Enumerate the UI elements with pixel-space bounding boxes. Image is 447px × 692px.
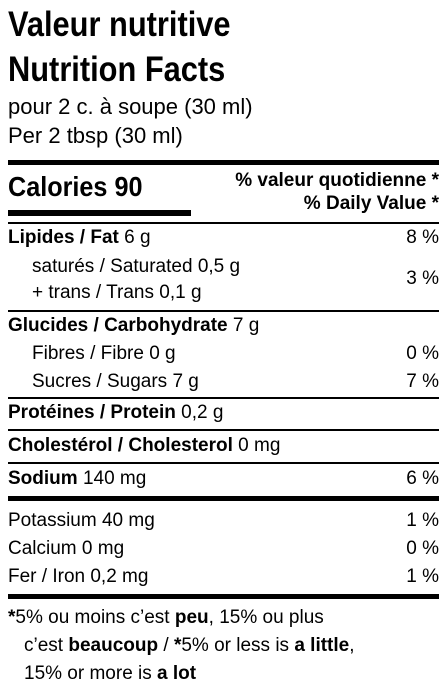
calories-underline bbox=[8, 210, 191, 216]
nutrient-dv: 7 % bbox=[406, 371, 439, 392]
nutrient-amount: 0 mg bbox=[238, 435, 281, 456]
calories: Calories 90 bbox=[8, 171, 143, 202]
divider bbox=[8, 462, 439, 464]
nutrient-label: Cholestérol / Cholesterol bbox=[8, 435, 233, 456]
nutrient-dv: 1 % bbox=[406, 566, 439, 587]
divider bbox=[8, 429, 439, 431]
daily-value-header-english: % Daily Value * bbox=[303, 193, 439, 214]
nutrient-label: Protéines / Protein bbox=[8, 402, 176, 423]
daily-value-header-french: % valeur quotidienne * bbox=[235, 170, 439, 191]
nutrient-amount: 7 g bbox=[232, 315, 260, 336]
nutrient-dv: 3 % bbox=[406, 268, 439, 289]
nutrient-amount: 0 g bbox=[149, 343, 176, 364]
nutrient-label: Glucides / Carbohydrate bbox=[8, 315, 228, 336]
divider bbox=[8, 310, 439, 312]
nutrient-amount: 40 mg bbox=[101, 510, 155, 531]
nutrient-dv: 6 % bbox=[406, 468, 439, 489]
nutrient-dv: 1 % bbox=[406, 510, 439, 531]
nutrient-amount: 7 g bbox=[172, 371, 199, 392]
nutrient-dv: 0 % bbox=[406, 343, 439, 364]
nutrient-label: Calcium bbox=[8, 538, 77, 559]
footnote-line-3: 15% or more is a lot bbox=[24, 663, 197, 684]
nutrient-amount: 0,5 g bbox=[197, 256, 241, 277]
nutrient-amount: 140 mg bbox=[82, 468, 147, 489]
nutrient-label: Fer / Iron bbox=[8, 566, 86, 587]
nutrient-label: Sucres / Sugars bbox=[32, 371, 168, 392]
nutrient-amount: 6 g bbox=[124, 227, 151, 248]
thick-divider-bottom bbox=[8, 594, 439, 599]
nutrient-label: Lipides / Fat bbox=[8, 227, 119, 248]
title-french: Valeur nutritive bbox=[8, 5, 231, 44]
nutrient-amount: 0,2 g bbox=[181, 402, 224, 423]
nutrient-amount: 0 mg bbox=[81, 538, 125, 559]
serving-size-french: pour 2 c. à soupe (30 ml) bbox=[8, 94, 253, 119]
nutrient-label: Fibres / Fibre bbox=[32, 343, 144, 364]
nutrient-dv: 0 % bbox=[406, 538, 439, 559]
nutrient-amount: 0,2 mg bbox=[90, 566, 149, 587]
nutrient-label: + trans / Trans bbox=[32, 282, 154, 303]
nutrient-amount: 0,1 g bbox=[159, 282, 202, 303]
nutrient-dv: 8 % bbox=[406, 227, 439, 248]
nutrient-label: saturés / Saturated bbox=[32, 256, 193, 277]
thick-divider-top bbox=[8, 160, 439, 165]
divider bbox=[8, 222, 439, 224]
footnote-line-2: c’est beaucoup / *5% or less is a little… bbox=[24, 635, 355, 656]
divider bbox=[8, 397, 439, 399]
thick-divider-middle bbox=[8, 496, 439, 501]
serving-size-english: Per 2 tbsp (30 ml) bbox=[8, 123, 183, 148]
nutrient-label: Potassium bbox=[8, 510, 97, 531]
title-english: Nutrition Facts bbox=[8, 50, 226, 89]
nutrient-label: Sodium bbox=[8, 468, 78, 489]
footnote-line-1: *5% ou moins c’est peu, 15% ou plus bbox=[8, 607, 324, 628]
